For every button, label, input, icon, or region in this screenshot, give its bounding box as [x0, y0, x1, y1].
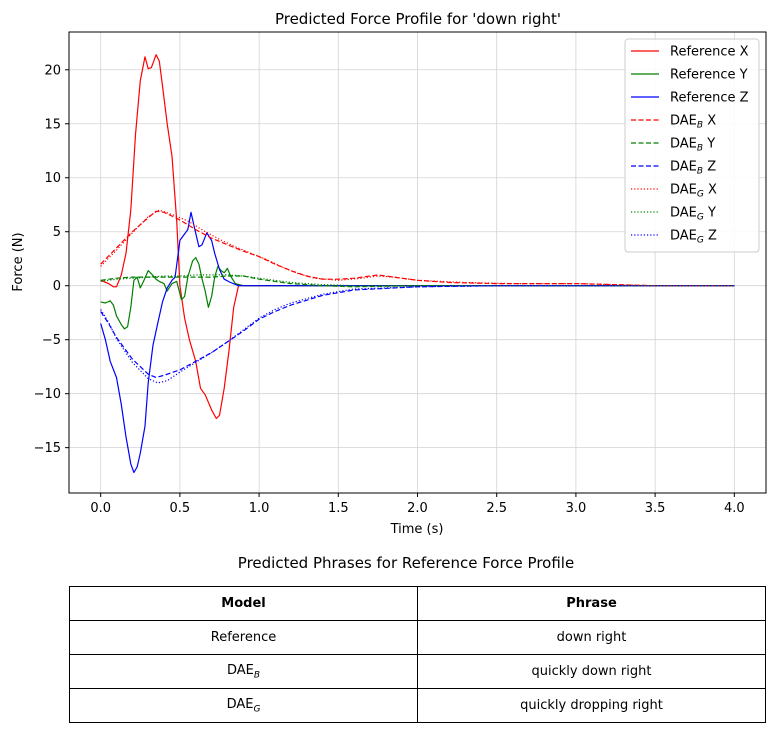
header-model: Model: [69, 586, 418, 621]
header-phrase: Phrase: [417, 586, 766, 621]
x-tick-label: 3.0: [566, 501, 587, 516]
table-title: Predicted Phrases for Reference Force Pr…: [237, 554, 575, 572]
x-tick-label: 0.0: [90, 501, 111, 516]
y-tick-label: 5: [53, 225, 61, 240]
y-tick-label: −15: [34, 441, 61, 456]
legend-label: DAEG Y: [670, 206, 716, 223]
force-profile-chart: Predicted Force Profile for 'down right'…: [11, 10, 767, 537]
y-tick-label: 0: [53, 279, 61, 294]
legend-box: [624, 38, 760, 253]
table-row: Reference down right: [69, 620, 766, 655]
x-tick-label: 2.5: [486, 501, 507, 516]
legend: Reference X Reference Y Reference Z DAEB X D…: [624, 38, 760, 253]
y-tick-label: −10: [34, 387, 61, 402]
chart-title: Predicted Force Profile for 'down right': [275, 10, 561, 28]
legend-label: DAEG Z: [670, 229, 717, 246]
table-header-row: Model Phrase: [69, 586, 766, 621]
series-line-dae-g-x: [100, 209, 735, 287]
series-line-reference-y: [100, 257, 735, 330]
legend-label: DAEG X: [670, 183, 717, 200]
x-tick-label: 1.5: [328, 501, 349, 516]
x-tick-label: 1.0: [249, 501, 270, 516]
y-axis-label: Force (N): [11, 232, 26, 291]
y-tick-label: 10: [44, 171, 61, 186]
axis-ticks: 0.0 0.5 1.0 1.5 2.0 2.5 3.0 3.5 4.0 −15 −10 −5 0 5 10 1…: [34, 63, 745, 516]
model-cell: DAEB: [69, 654, 418, 689]
legend-label: DAEB Y: [670, 137, 715, 154]
phrase-cell: down right: [417, 620, 766, 655]
table-row: DAEB quickly down right: [69, 654, 766, 689]
legend-label: Reference Z: [670, 91, 749, 106]
series-line-dae-b-x: [100, 210, 735, 287]
model-cell: Reference: [69, 620, 418, 655]
legend-label: DAEB Z: [670, 160, 716, 177]
x-tick-label: 4.0: [724, 501, 745, 516]
series-line-dae-b-y: [100, 275, 735, 288]
series-line-dae-g-z: [100, 285, 735, 384]
legend-label: Reference X: [670, 45, 749, 60]
x-tick-label: 0.5: [170, 501, 191, 516]
x-tick-label: 2.0: [407, 501, 428, 516]
plot-lines: [100, 54, 735, 474]
table-row: DAEG quickly dropping right: [69, 688, 766, 723]
legend-label: Reference Y: [670, 68, 748, 83]
phrase-cell: quickly down right: [417, 654, 766, 689]
y-tick-label: −5: [42, 333, 61, 348]
y-tick-label: 15: [44, 117, 61, 132]
y-tick-label: 20: [44, 63, 61, 78]
x-tick-label: 3.5: [645, 501, 666, 516]
series-line-reference-z: [100, 211, 735, 474]
phrase-cell: quickly dropping right: [417, 688, 766, 723]
x-axis-label: Time (s): [390, 522, 444, 537]
legend-label: DAEB X: [670, 114, 716, 131]
model-cell: DAEG: [69, 688, 418, 723]
phrase-table: Model Phrase Reference down right DAEB q…: [69, 586, 766, 723]
